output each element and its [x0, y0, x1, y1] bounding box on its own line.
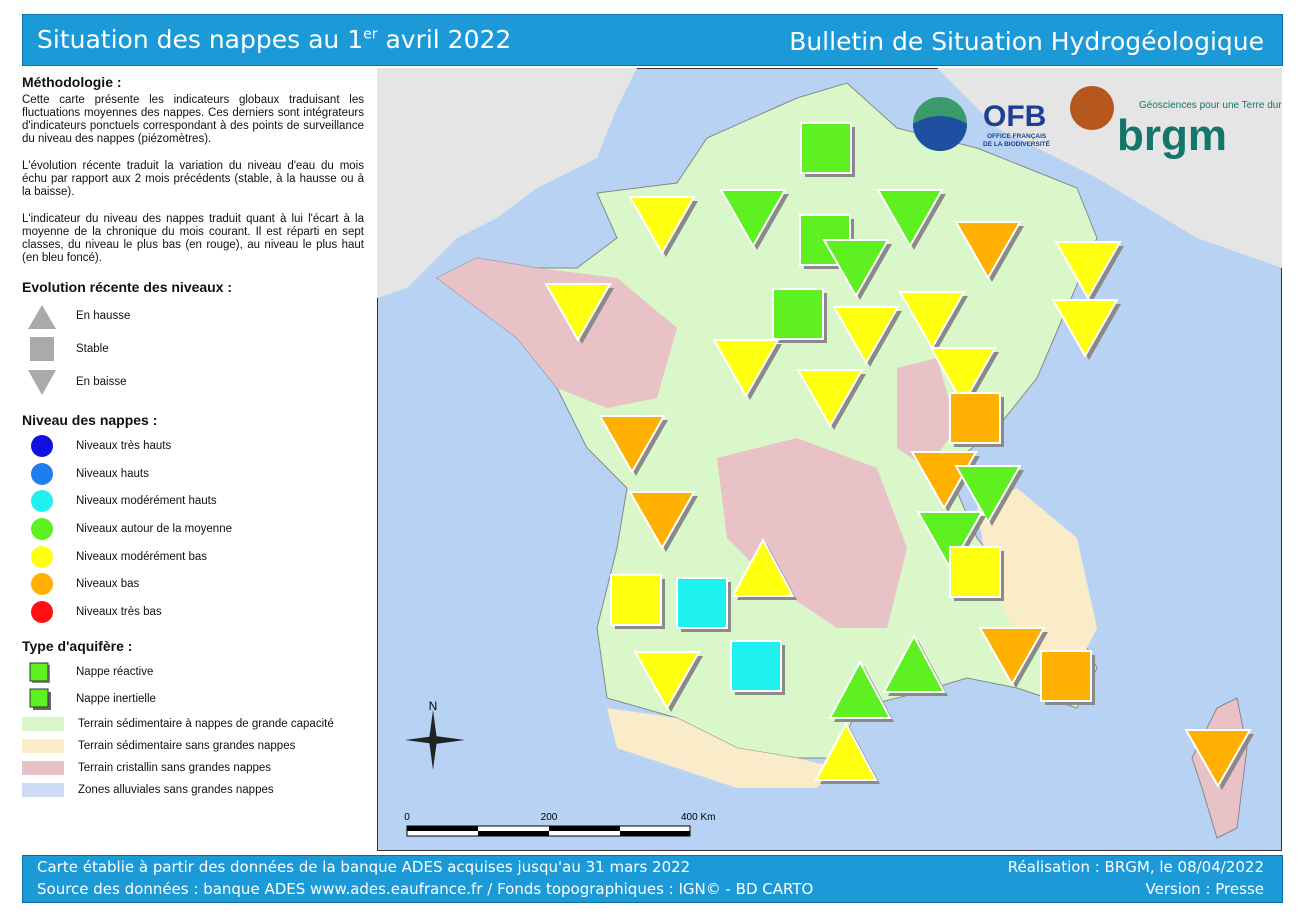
legend-label: Niveaux autour de la moyenne — [76, 522, 232, 535]
scale-bar: 0 200 400 Km — [404, 812, 715, 837]
legend-item: Terrain cristallin sans grandes nappes — [22, 757, 364, 779]
station-marker — [800, 122, 855, 177]
north-arrow: N — [405, 699, 465, 770]
heading: Type d'aquifère : — [22, 637, 133, 654]
heading: Evolution récente des niveaux : — [22, 279, 233, 295]
legend-label: Niveaux très hauts — [76, 439, 172, 452]
right-title: Bulletin de Situation Hydrogéologique — [789, 27, 1264, 56]
legend-label: Niveaux modérément hauts — [76, 495, 217, 508]
logos: OFB OFFICE FRANÇAIS DE LA BIODIVERSITÉ G… — [913, 86, 1282, 160]
logo-text: brgm — [1117, 111, 1227, 160]
legend-item: Niveaux modérément hauts — [22, 487, 364, 515]
footer-text: Carte établie à partir des données de la… — [37, 858, 691, 876]
station-marker — [676, 577, 731, 632]
legend-item: En hausse — [22, 299, 364, 332]
paragraph: L'évolution récente traduit la variation… — [22, 160, 364, 198]
title-text: Situation des nappes au 1 — [37, 25, 364, 54]
heading: Niveau des nappes : — [22, 412, 158, 428]
station-marker — [949, 546, 1004, 601]
scale-label: 200 — [541, 812, 558, 823]
legend-label: En hausse — [76, 309, 131, 322]
legend-label: Terrain sédimentaire à nappes de grande … — [78, 718, 334, 731]
legend-item: En baisse — [22, 365, 364, 398]
footer: Carte établie à partir des données de la… — [22, 855, 1283, 903]
legend-label: Niveaux très bas — [76, 605, 162, 618]
map: OFB OFFICE FRANÇAIS DE LA BIODIVERSITÉ G… — [377, 68, 1282, 851]
station-marker — [1040, 650, 1095, 705]
station-marker — [730, 640, 785, 695]
legend-item: Terrain sédimentaire sans grandes nappes — [22, 735, 364, 757]
header: Situation des nappes au 1er avril 2022 B… — [22, 14, 1283, 66]
logo-text: DE LA BIODIVERSITÉ — [983, 139, 1051, 148]
legend-item: Nappe inertielle — [22, 686, 364, 714]
paragraph: Cette carte présente les indicateurs glo… — [22, 94, 364, 145]
legend-label: Terrain cristallin sans grandes nappes — [78, 762, 272, 775]
legend-label: Terrain sédimentaire sans grandes nappes — [78, 740, 296, 753]
station-marker — [610, 574, 665, 629]
heading: Méthodologie : — [22, 74, 122, 90]
legend-label: Niveaux modérément bas — [76, 550, 208, 563]
footer-text: Version : Presse — [1145, 880, 1264, 898]
legend-item: Zones alluviales sans grandes nappes — [22, 779, 364, 801]
station-marker — [772, 288, 827, 343]
legend-label: Nappe inertielle — [76, 693, 156, 706]
legend-item: Stable — [22, 332, 364, 365]
legend-item: Niveaux autour de la moyenne — [22, 515, 364, 543]
legend-label: Niveaux hauts — [76, 467, 149, 480]
legend-item: Niveaux très hauts — [22, 432, 364, 460]
legend-label: Nappe réactive — [76, 665, 154, 678]
legend-label: Stable — [76, 342, 109, 355]
title-end: avril 2022 — [385, 25, 512, 54]
legend-label: Niveaux bas — [76, 578, 140, 591]
legend-item: Nappe réactive — [22, 658, 364, 686]
legend-item: Niveaux bas — [22, 570, 364, 598]
north-label: N — [429, 699, 438, 713]
legend-item: Niveaux modérément bas — [22, 543, 364, 571]
legend-label: En baisse — [76, 375, 127, 388]
paragraph: L'indicateur du niveau des nappes tradui… — [22, 213, 364, 264]
logo-text: OFB — [983, 100, 1046, 133]
legend-item: Niveaux hauts — [22, 460, 364, 488]
title: Situation des nappes au 1er avril 2022 — [37, 25, 511, 54]
footer-text: Réalisation : BRGM, le 08/04/2022 — [1007, 858, 1264, 876]
legend-label: Zones alluviales sans grandes nappes — [78, 784, 274, 797]
title-sup: er — [363, 26, 378, 43]
logo-text: OFFICE FRANÇAIS — [987, 133, 1047, 140]
logo-text: Géosciences pour une Terre durable — [1139, 100, 1282, 111]
scale-label: 0 — [404, 812, 410, 823]
station-marker — [949, 392, 1004, 447]
legend-item: Terrain sédimentaire à nappes de grande … — [22, 713, 364, 735]
scale-label: 400 Km — [681, 812, 715, 823]
footer-text: Source des données : banque ADES www.ade… — [37, 880, 814, 898]
legend-item: Niveaux très bas — [22, 598, 364, 626]
legend-panel: Méthodologie : Cette carte présente les … — [22, 74, 364, 801]
